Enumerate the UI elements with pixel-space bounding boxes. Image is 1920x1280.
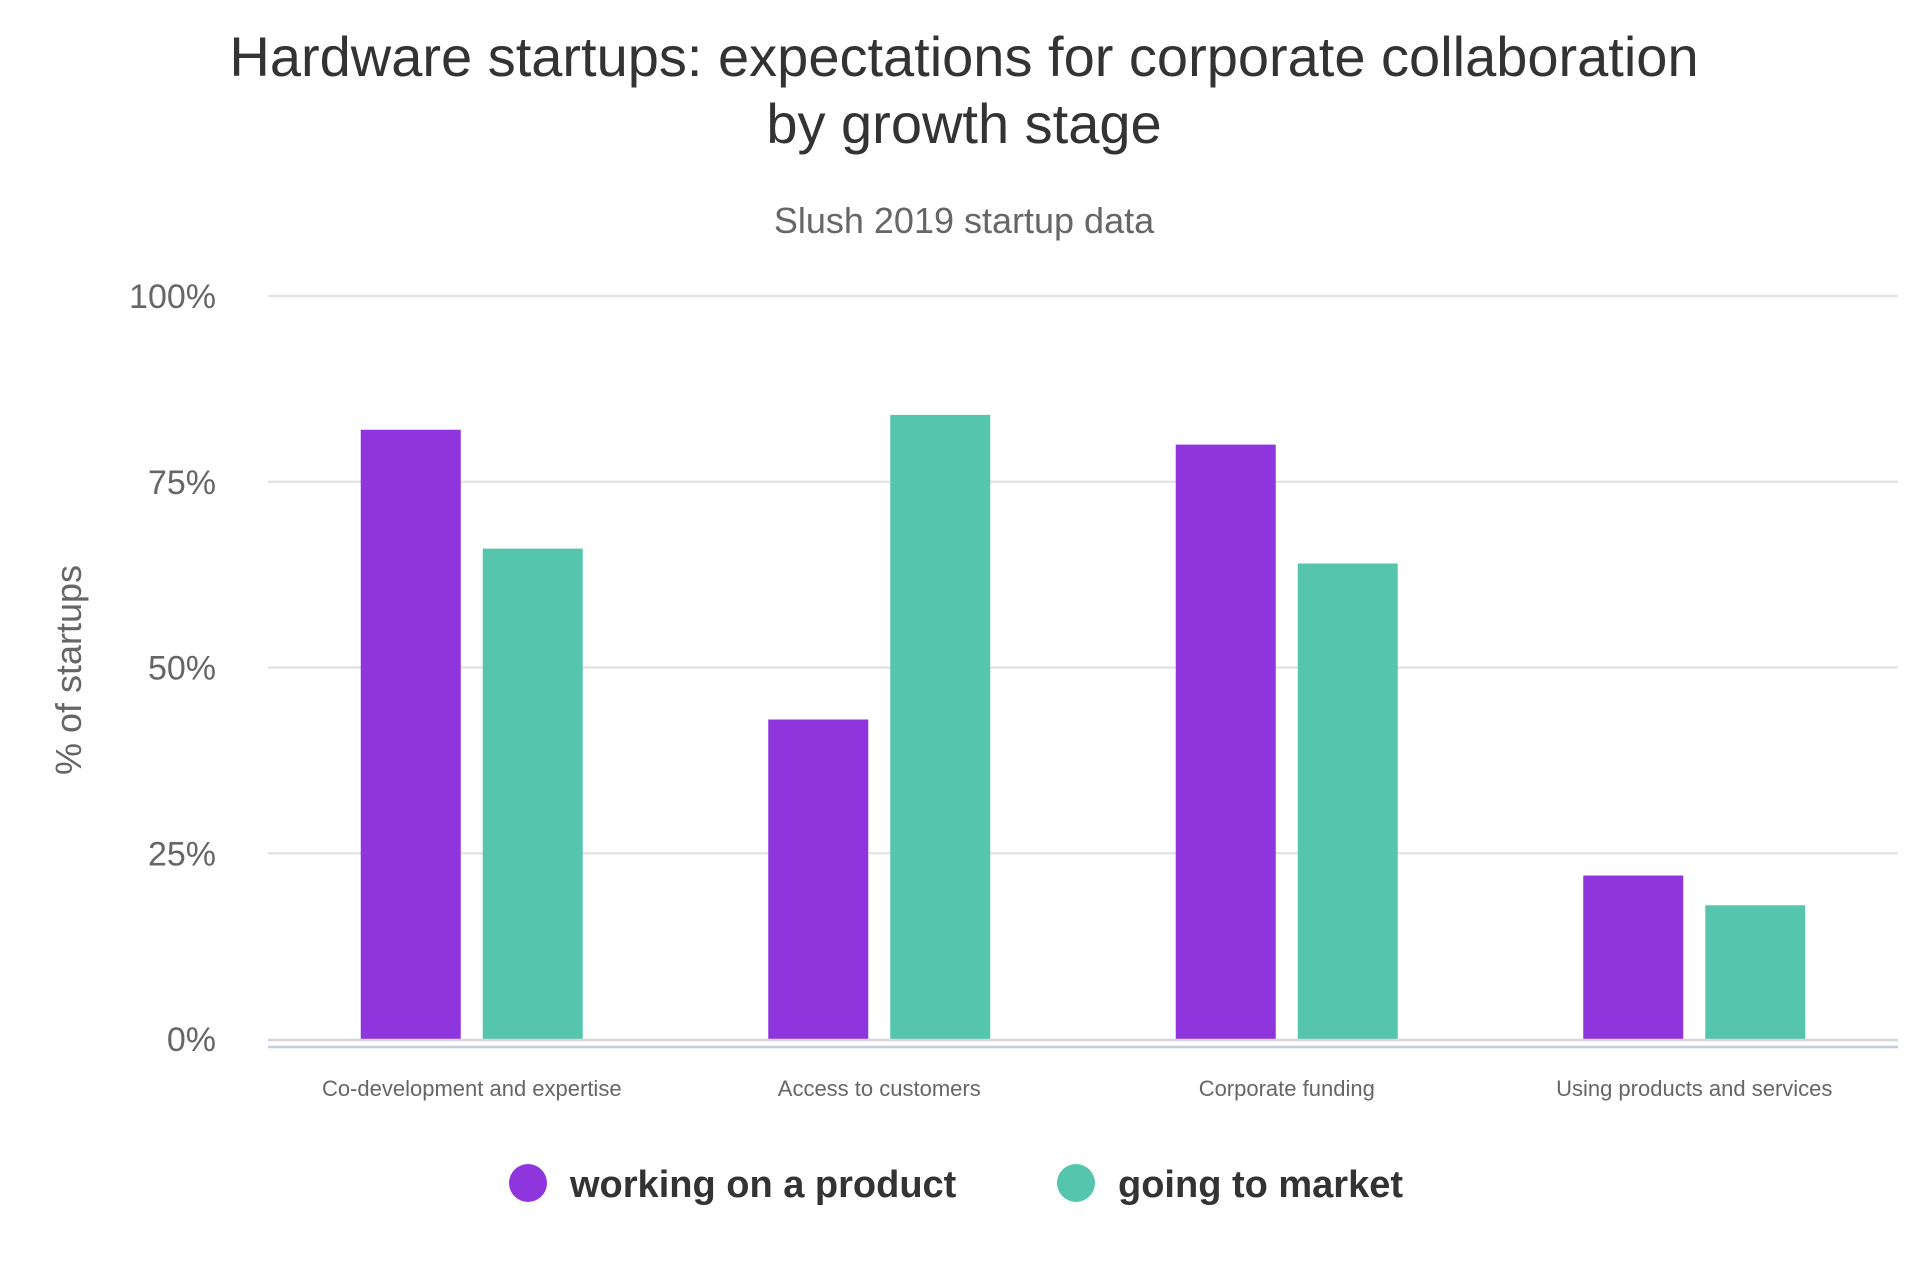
legend-swatch [509,1164,547,1202]
bar-going-to-market [1705,905,1806,1039]
bar-working-on-a-product [1175,444,1276,1040]
chart-subtitle: Slush 2019 startup data [774,200,1155,241]
bar-working-on-a-product [1583,875,1684,1039]
y-tick-label: 100% [129,278,216,316]
legend-label: going to market [1118,1164,1403,1206]
y-tick-label: 50% [148,650,216,688]
bar-going-to-market [890,414,991,1039]
chart-title: Hardware startups: expectations for corp… [229,25,1698,88]
x-tick-label: Access to customers [778,1076,981,1101]
bar-working-on-a-product [768,719,869,1039]
y-tick-label: 0% [167,1021,216,1059]
legend-label: working on a product [569,1164,957,1206]
chart-title: by growth stage [766,92,1161,155]
x-tick-label: Using products and services [1556,1076,1832,1101]
bar-working-on-a-product [360,429,461,1039]
bar-going-to-market [1297,563,1398,1039]
x-tick-label: Corporate funding [1199,1076,1375,1101]
y-tick-label: 75% [148,464,216,502]
x-tick-label: Co-development and expertise [322,1076,622,1101]
y-axis-label: % of startups [48,565,89,775]
bar-going-to-market [482,548,583,1039]
legend-swatch [1057,1164,1095,1202]
y-tick-label: 25% [148,835,216,873]
